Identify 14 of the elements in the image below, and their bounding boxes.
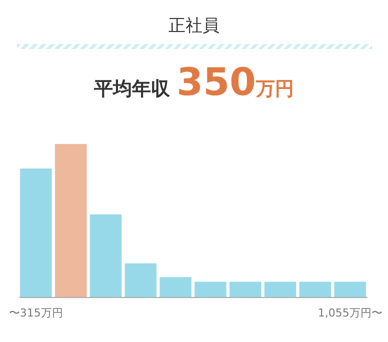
bar: [334, 282, 366, 297]
x-tick-label: 〜315万円: [8, 306, 63, 320]
bar: [194, 282, 226, 297]
bar: [264, 282, 296, 297]
bar: [299, 282, 332, 297]
chart-subtitle: 平均年収 350万円: [94, 60, 294, 104]
bar: [160, 277, 192, 297]
chart-title: 正社員: [168, 15, 220, 37]
bar: [229, 282, 262, 297]
bar: [54, 144, 87, 297]
x-tick-label: 1,055万円〜: [318, 306, 382, 320]
bar: [90, 214, 122, 297]
bar: [124, 263, 157, 297]
bar: [20, 168, 52, 297]
